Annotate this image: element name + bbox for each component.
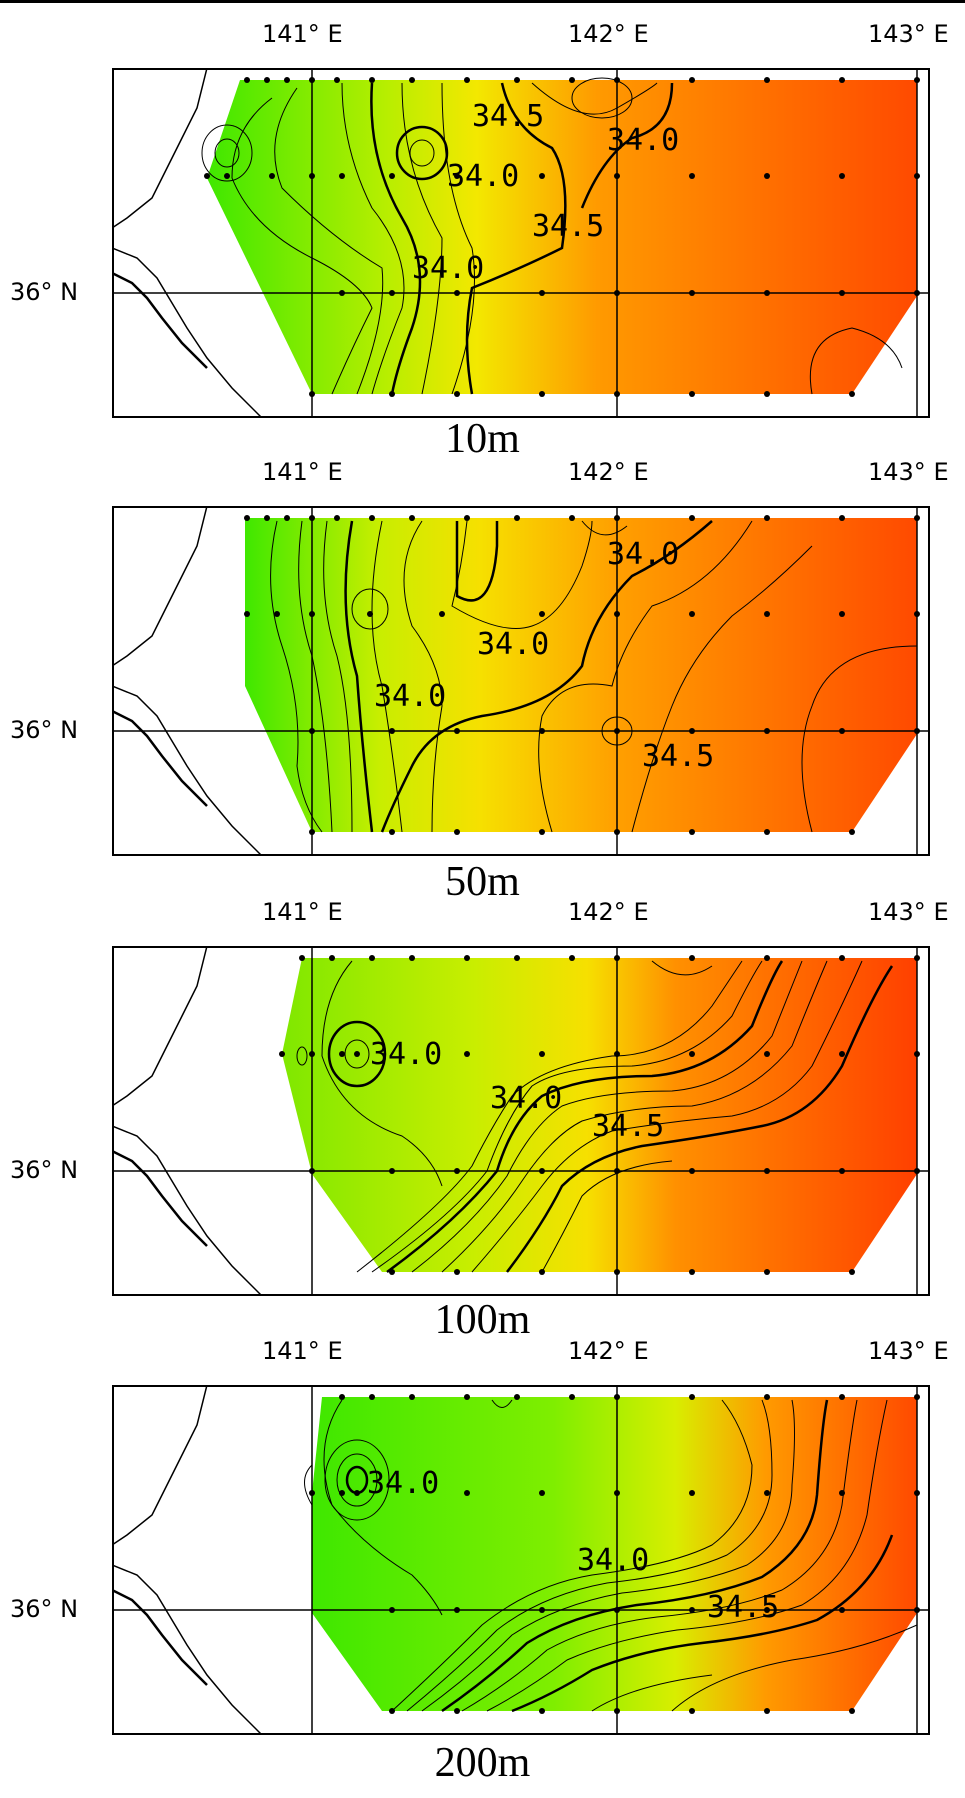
station-dots [279, 955, 920, 1275]
lon-label-142: 142° E [568, 898, 649, 926]
map-frame [112, 1385, 930, 1735]
lon-label-142: 142° E [568, 1337, 649, 1365]
lon-label-143: 143° E [868, 458, 949, 486]
map-panel-100m: 141° E 142° E 143° E 36° N [0, 898, 965, 1343]
contour-label: 34.5 [532, 209, 604, 244]
depth-label-100m: 100m [434, 1297, 531, 1343]
map-frame [112, 506, 930, 856]
salinity-map-200m: 34.0 34.0 34.5 [112, 1385, 930, 1735]
contour-lines [304, 1399, 918, 1713]
contour-label: 34.0 [374, 679, 446, 714]
salinity-field [282, 958, 917, 1272]
map-panel-10m: 141° E 142° E 143° E 36° N [0, 20, 965, 465]
coastline [112, 1588, 208, 1686]
contour-lines [201, 77, 903, 395]
lat-label-36n: 36° N [10, 278, 79, 306]
salinity-field [207, 80, 917, 394]
lon-label-141: 141° E [262, 1337, 343, 1365]
lon-label-141: 141° E [262, 20, 343, 48]
lon-label-143: 143° E [868, 898, 949, 926]
contour-label: 34.0 [370, 1037, 442, 1072]
lat-label-36n: 36° N [10, 1156, 79, 1184]
coastline [112, 271, 208, 369]
map-frame [112, 946, 930, 1296]
lat-label-36n: 36° N [10, 1595, 79, 1623]
contour-label: 34.5 [472, 99, 544, 134]
map-panel-200m: 141° E 142° E 143° E 36° N [0, 1337, 965, 1786]
coastline [112, 946, 263, 1296]
map-panel-50m: 141° E 142° E 143° E 36° N [0, 458, 965, 905]
contour-label: 34.0 [447, 159, 519, 194]
lat-label-36n: 36° N [10, 716, 79, 744]
depth-label-50m: 50m [445, 859, 520, 905]
coastline [112, 709, 208, 807]
lon-label-143: 143° E [868, 1337, 949, 1365]
contour-label: 34.5 [642, 739, 714, 774]
salinity-map-100m: 34.0 34.0 34.5 [112, 946, 930, 1296]
contour-label: 34.5 [592, 1109, 664, 1144]
contour-lines [296, 960, 894, 1274]
contour-lines [270, 520, 918, 833]
lon-label-142: 142° E [568, 20, 649, 48]
depth-label-200m: 200m [434, 1740, 531, 1786]
contour-label: 34.0 [367, 1466, 439, 1501]
station-dots [244, 515, 920, 835]
lon-label-141: 141° E [262, 898, 343, 926]
lon-label-143: 143° E [868, 20, 949, 48]
contour-label: 34.0 [607, 123, 679, 158]
contour-label: 34.0 [412, 251, 484, 286]
station-dots [309, 1394, 920, 1714]
contour-label: 34.5 [707, 1590, 779, 1625]
coastline [112, 1385, 263, 1735]
contour-label: 34.0 [477, 627, 549, 662]
salinity-field [245, 518, 917, 832]
top-border-line [0, 0, 965, 3]
contour-label: 34.0 [490, 1081, 562, 1116]
depth-label-10m: 10m [445, 416, 520, 462]
coastline [112, 1149, 208, 1247]
station-dots [204, 77, 920, 397]
salinity-map-50m: 34.0 34.0 34.0 34.5 [112, 506, 930, 856]
lon-label-142: 142° E [568, 458, 649, 486]
coastline [112, 68, 263, 418]
coastline [112, 506, 263, 856]
contour-label: 34.0 [607, 537, 679, 572]
map-frame [112, 68, 930, 418]
contour-label: 34.0 [577, 1543, 649, 1578]
lon-label-141: 141° E [262, 458, 343, 486]
salinity-map-10m: 34.5 34.0 34.0 34.5 34.0 [112, 68, 930, 418]
